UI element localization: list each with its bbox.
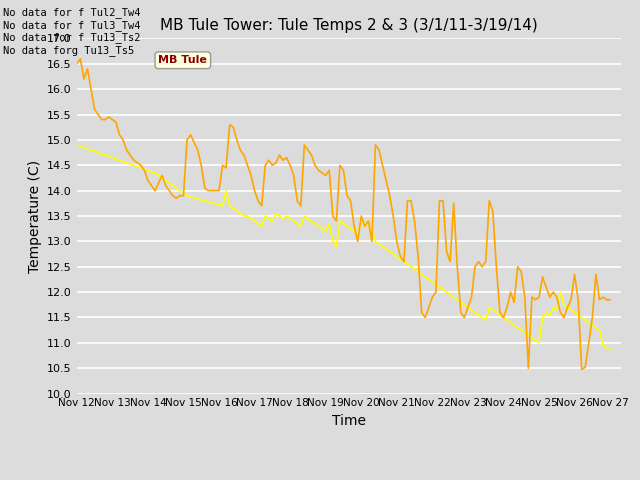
- X-axis label: Time: Time: [332, 414, 366, 428]
- Y-axis label: Temperature (C): Temperature (C): [28, 159, 42, 273]
- Text: MB Tule: MB Tule: [158, 55, 207, 65]
- Text: No data for f Tul2_Tw4
No data for f Tul3_Tw4
No data for f Tu13_Ts2
No data for: No data for f Tul2_Tw4 No data for f Tul…: [3, 7, 141, 56]
- Legend: Tul2_Ts-2, Tul2_Ts-8: Tul2_Ts-2, Tul2_Ts-8: [228, 478, 470, 480]
- Title: MB Tule Tower: Tule Temps 2 & 3 (3/1/11-3/19/14): MB Tule Tower: Tule Temps 2 & 3 (3/1/11-…: [160, 18, 538, 33]
